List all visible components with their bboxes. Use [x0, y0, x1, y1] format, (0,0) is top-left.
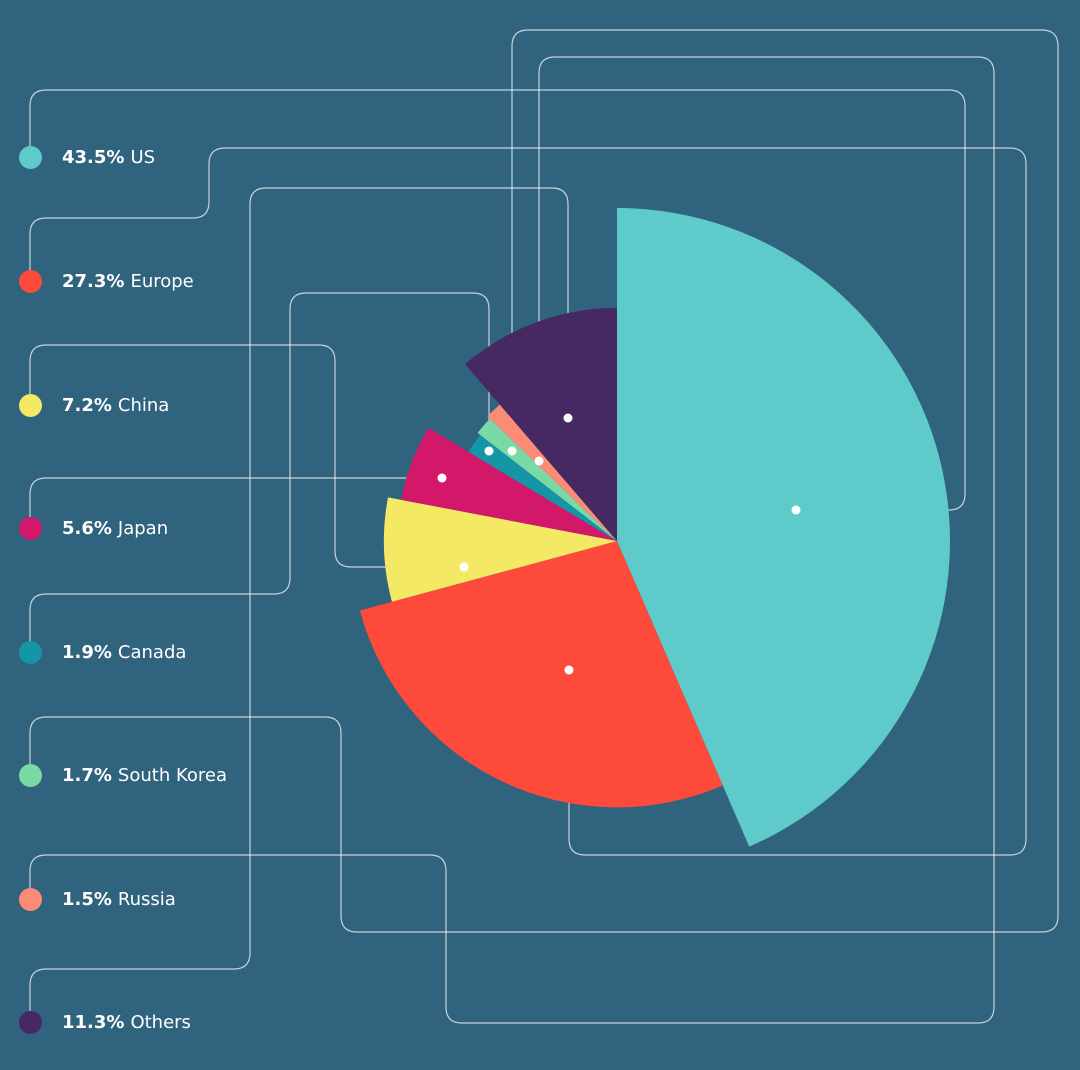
legend-dot-japan [19, 516, 42, 540]
slice-marker-canada [484, 446, 494, 456]
leader-line-south-korea [29, 29, 1059, 933]
pie-slice-china [383, 497, 617, 602]
legend-label-south-korea: South Korea [117, 764, 227, 786]
legend-dot-china [19, 393, 42, 417]
pie-slice-us [617, 208, 950, 847]
slice-marker-others [563, 413, 573, 423]
slice-marker-china [459, 562, 469, 572]
slice-marker-japan [437, 473, 447, 483]
legend-item-europe: 27.3% Europe [19, 269, 194, 293]
leader-line-others [29, 187, 569, 1011]
legend-label-us: US [130, 146, 156, 168]
legend-label-china: China [117, 394, 170, 416]
legend-percent-china: 7.2% [62, 394, 112, 416]
pie-slice-japan [401, 427, 617, 541]
legend-percent-canada: 1.9% [62, 641, 112, 663]
legend-dot-others [19, 1010, 42, 1034]
legend-dot-canada [19, 640, 42, 664]
legend-dot-us [19, 145, 42, 169]
slice-marker-russia [534, 456, 544, 466]
legend-item-russia: 1.5% Russia [19, 887, 176, 911]
legend-item-china: 7.2% China [19, 393, 169, 417]
legend-percent-russia: 1.5% [62, 888, 112, 910]
legend-item-canada: 1.9% Canada [19, 640, 186, 664]
legend-item-japan: 5.6% Japan [19, 516, 168, 540]
legend-dot-russia [19, 887, 42, 911]
leader-lines [29, 29, 1059, 1024]
leader-line-us [29, 89, 966, 511]
legend-percent-us: 43.5% [62, 146, 125, 168]
slice-marker-europe [564, 665, 574, 675]
legend-percent-others: 11.3% [62, 1011, 125, 1033]
legend-label-russia: Russia [117, 888, 176, 910]
legend-item-others: 11.3% Others [19, 1010, 191, 1034]
leader-line-japan [29, 477, 442, 517]
pie-slice-others [465, 307, 617, 541]
slice-marker-south-korea [507, 446, 517, 456]
legend-percent-japan: 5.6% [62, 517, 112, 539]
leader-line-europe [29, 147, 1027, 856]
legend-percent-europe: 27.3% [62, 270, 125, 292]
leader-line-china [29, 344, 464, 568]
leader-line-canada [29, 292, 490, 641]
legend-item-south-korea: 1.7% South Korea [19, 763, 227, 787]
leader-line-russia [29, 56, 995, 1024]
legend-dot-europe [19, 269, 42, 293]
pie-slice-canada [468, 434, 617, 541]
slice-markers [437, 413, 801, 675]
legend-label-canada: Canada [117, 641, 187, 663]
pie-slice-europe [359, 541, 723, 808]
pie-slices [359, 208, 950, 847]
pie-slice-russia [487, 404, 617, 541]
slice-marker-us [791, 505, 801, 515]
legend-label-europe: Europe [130, 270, 194, 292]
legend-item-us: 43.5% US [19, 145, 155, 169]
legend-label-japan: Japan [117, 517, 169, 539]
legend-dot-south-korea [19, 763, 42, 787]
legend-label-others: Others [130, 1011, 191, 1033]
legend-percent-south-korea: 1.7% [62, 764, 112, 786]
